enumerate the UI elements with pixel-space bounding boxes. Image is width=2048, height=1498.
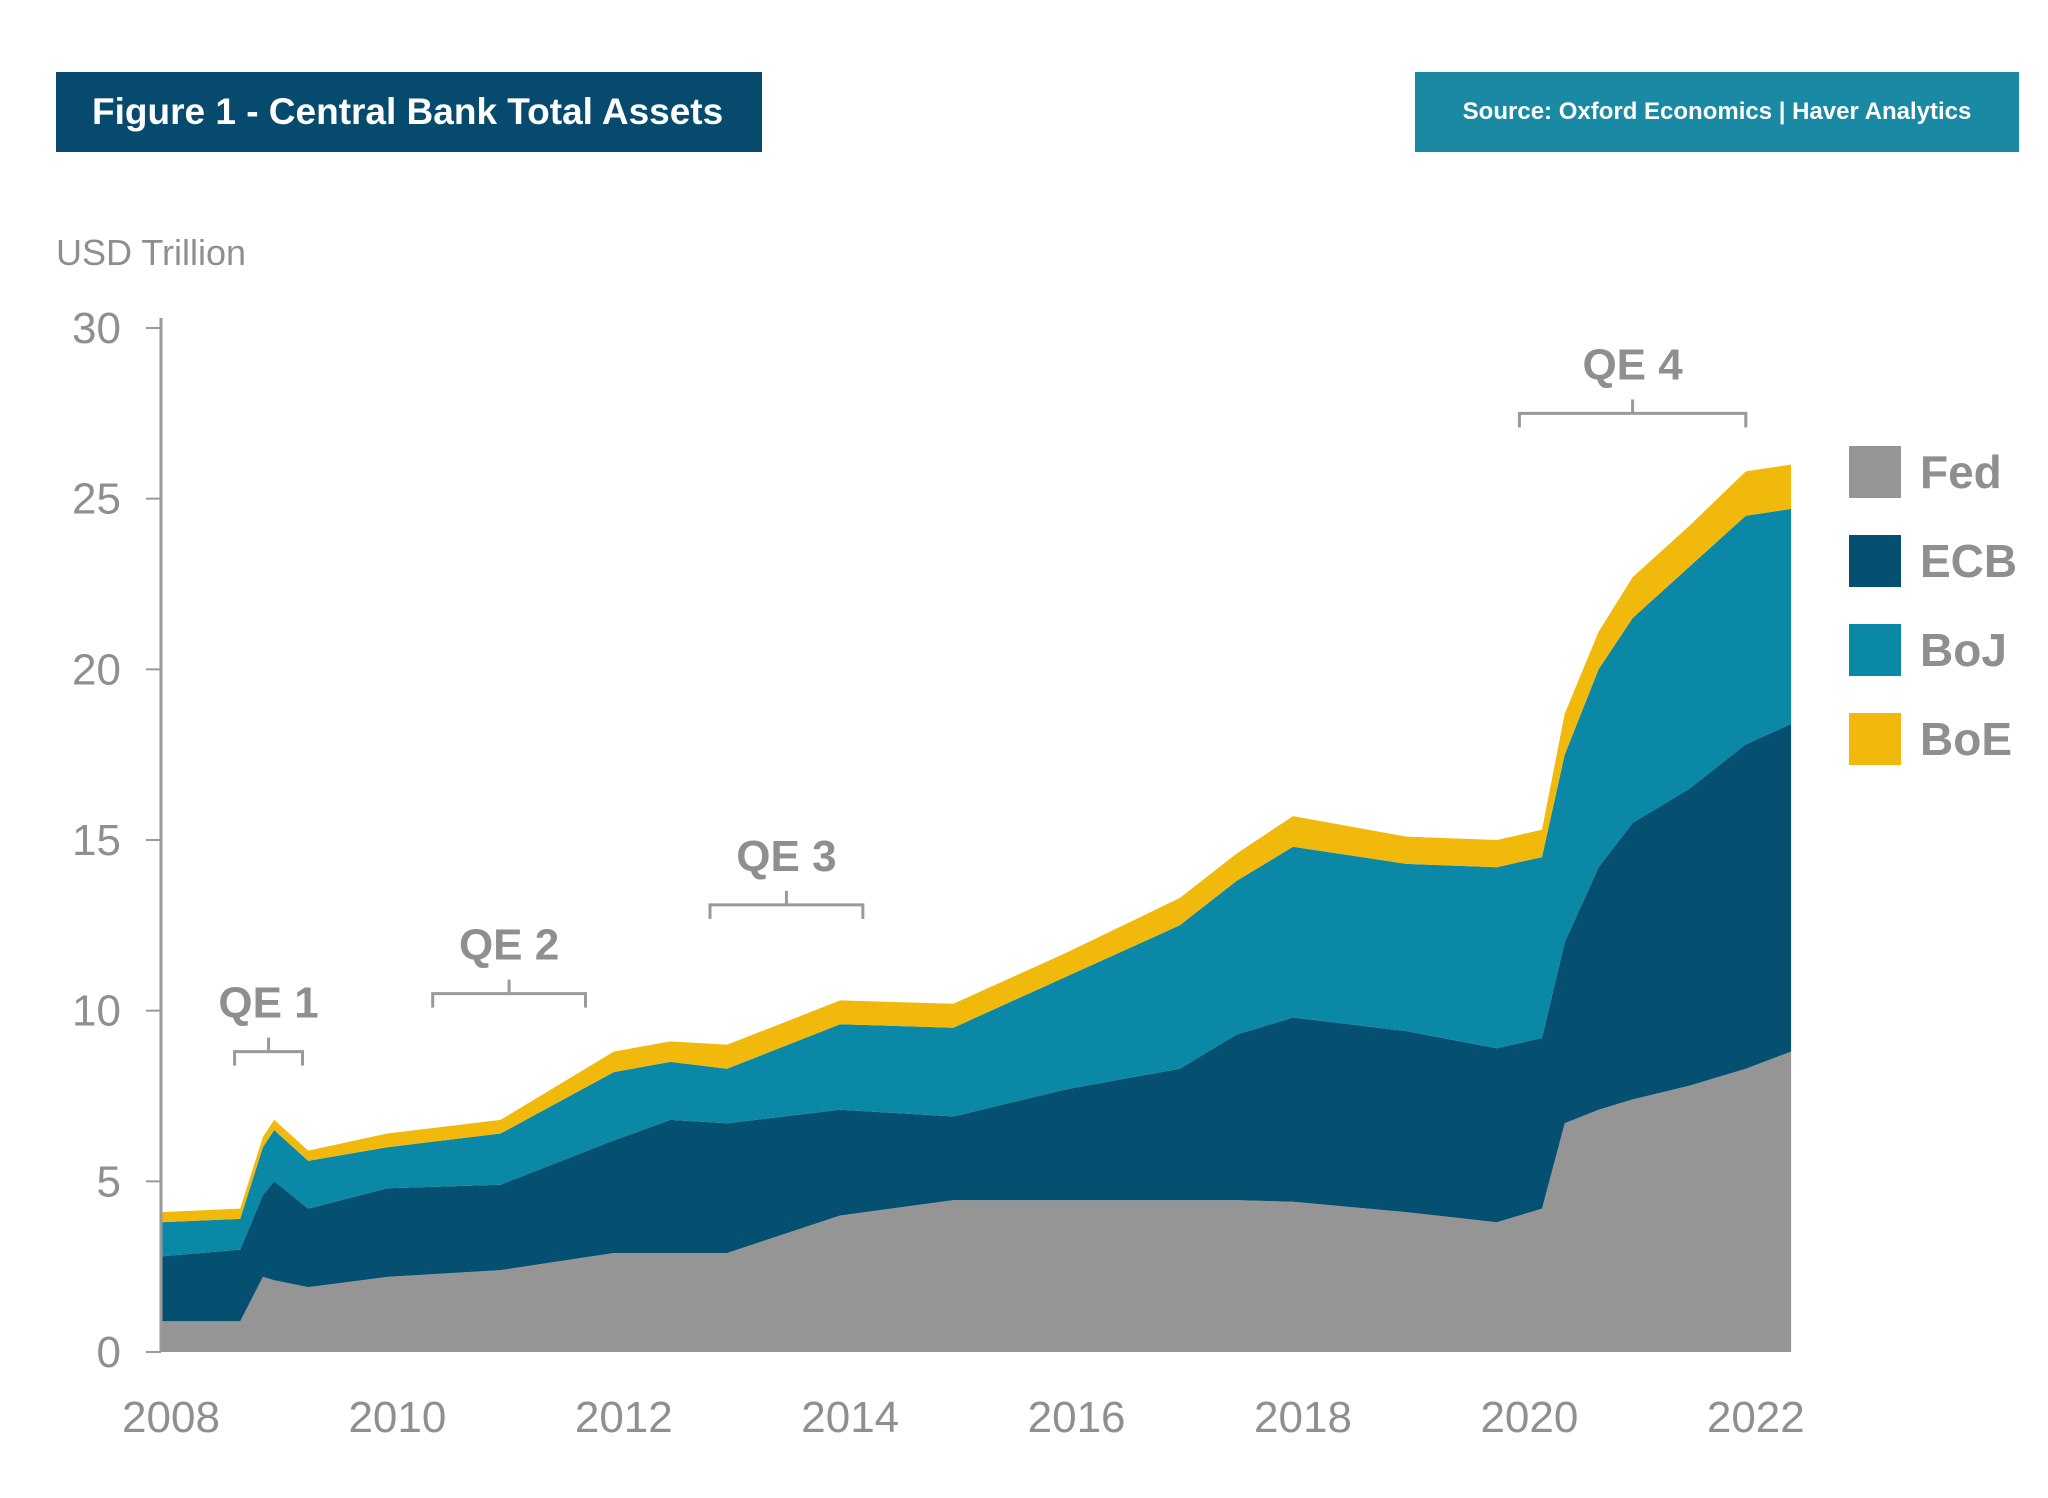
x-tick-label: 2022: [1707, 1393, 1805, 1442]
y-tick-label: 25: [72, 475, 121, 524]
y-tick-label: 5: [97, 1157, 121, 1206]
area-fed: [161, 1051, 1792, 1352]
qe-label: QE 1: [218, 979, 318, 1028]
qe-bracket: [708, 890, 865, 919]
x-tick-label: 2010: [348, 1393, 446, 1442]
legend-label-boe: BoE: [1920, 713, 2012, 765]
qe-bracket: [1517, 399, 1748, 428]
legend-swatch-ecb: [1849, 535, 1901, 587]
legend-label-ecb: ECB: [1920, 535, 2017, 587]
qe-bracket: [233, 1037, 304, 1066]
x-tick-label: 2020: [1480, 1393, 1578, 1442]
source-label: Source: Oxford Economics | Haver Analyti…: [1415, 72, 2019, 152]
legend-label-boj: BoJ: [1920, 624, 2007, 676]
area-boe: [161, 464, 1792, 1223]
qe-label: QE 2: [459, 921, 559, 970]
legend-swatch-boe: [1849, 713, 1901, 765]
area-boj: [161, 508, 1792, 1257]
x-tick-label: 2016: [1028, 1393, 1126, 1442]
y-tick-label: 15: [72, 816, 121, 865]
qe-label: QE 4: [1582, 340, 1683, 389]
x-tick-label: 2014: [801, 1393, 899, 1442]
x-tick-label: 2018: [1254, 1393, 1352, 1442]
area-ecb: [161, 723, 1792, 1322]
legend-swatch-boj: [1849, 624, 1901, 676]
legend-swatch-fed: [1849, 446, 1901, 498]
qe-label: QE 3: [736, 832, 836, 881]
figure-title: Figure 1 - Central Bank Total Assets: [56, 72, 762, 152]
y-tick-label: 30: [72, 304, 121, 353]
y-tick-label: 0: [97, 1328, 121, 1377]
y-tick-label: 20: [72, 645, 121, 694]
y-axis-label: USD Trillion: [56, 232, 247, 273]
x-tick-label: 2012: [575, 1393, 673, 1442]
qe-bracket: [431, 979, 587, 1008]
y-tick-label: 10: [72, 987, 121, 1036]
x-tick-label: 2008: [122, 1393, 220, 1442]
legend-label-fed: Fed: [1920, 446, 2002, 498]
